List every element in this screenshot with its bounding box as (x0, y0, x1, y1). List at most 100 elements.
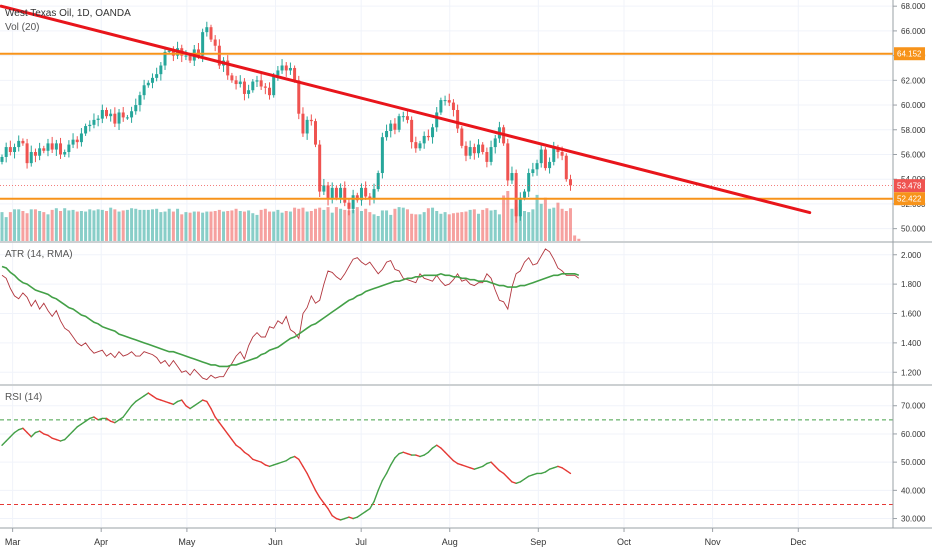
rsi-line-segment (327, 507, 333, 517)
rsi-line-segment (293, 455, 300, 461)
rsi-line-segment (452, 460, 459, 465)
candle-body (485, 152, 489, 162)
rsi-line-segment (18, 427, 24, 431)
volume-bar (67, 210, 71, 241)
rsi-line-segment (448, 455, 455, 462)
candle-body (92, 119, 96, 125)
trendline[interactable] (0, 4, 812, 215)
volume-bar (560, 208, 564, 241)
rsi-line-segment (164, 400, 170, 404)
rsi-line-segment (548, 467, 555, 470)
candle-body (67, 144, 71, 153)
candle-body (514, 173, 518, 217)
last-price-tag-text: 53.478 (897, 182, 922, 191)
candle-body (447, 100, 451, 103)
volume-bar (234, 208, 238, 241)
candle-body (464, 145, 468, 156)
candle-body (393, 123, 397, 130)
price-axis[interactable]: 50.00052.00054.00056.00058.00060.00062.0… (893, 2, 926, 524)
volume-bar (339, 208, 343, 241)
volume-bar (255, 214, 259, 241)
volume-bar (368, 212, 372, 241)
rsi-line-segment (105, 417, 112, 422)
candle-body (38, 148, 42, 156)
rsi-line-segment (252, 458, 258, 462)
candle-body (439, 100, 443, 113)
descending-trendline[interactable] (0, 4, 812, 215)
rsi-line-segment (519, 478, 526, 483)
atr-axis-tick-label: 1.400 (901, 339, 922, 348)
price-axis-tick-label: 62.000 (901, 76, 926, 85)
volume-bar (422, 212, 426, 241)
price-axis-tick-label: 50.000 (901, 225, 926, 234)
time-axis-label-apr: Apr (94, 537, 108, 547)
rsi-line-segment (118, 416, 124, 421)
rsi-pane[interactable]: RSI (14) (0, 392, 893, 521)
volume-bar (330, 212, 334, 241)
candle-body (385, 131, 389, 138)
volume-bar (376, 216, 380, 241)
horizontal-levels[interactable] (0, 52, 893, 200)
rsi-line-segment (277, 461, 283, 465)
candle-body (17, 140, 21, 148)
rsi-axis-tick-label: 50.000 (901, 458, 926, 467)
rsi-line-segment (26, 431, 32, 438)
rsi-line-segment (34, 430, 41, 434)
candle-body (109, 113, 113, 117)
candle-body (422, 135, 426, 144)
rsi-line-segment (176, 399, 183, 403)
volume-bar (502, 195, 506, 241)
volume-bar (222, 211, 226, 241)
time-axis[interactable]: Mar Apr May Jun Jul Aug Sep Oct Nov Dec (5, 528, 807, 547)
volume-bar (251, 213, 255, 241)
volume-bar (263, 208, 267, 241)
candle-body (443, 100, 447, 102)
rsi-line-segment (260, 461, 267, 466)
volume-bar (431, 207, 435, 241)
volume-bar (88, 209, 92, 241)
rsi-line-segment (381, 472, 388, 482)
candle-body (493, 138, 497, 148)
rsi-line-segment (436, 444, 442, 449)
volume-bar (372, 214, 376, 241)
rsi-line-segment (419, 454, 425, 458)
rsi-line-segment (68, 430, 74, 437)
candle-body (548, 161, 552, 169)
rsi-line-segment (206, 400, 212, 410)
support-price-tag-bg (894, 192, 925, 206)
rsi-line-segment (80, 420, 87, 425)
rsi-line-segment (122, 410, 129, 418)
candle-body (418, 143, 422, 149)
volume-bar (125, 209, 129, 241)
volume-bar (556, 202, 560, 241)
candle-body (322, 185, 326, 192)
rsi-line-segment (456, 462, 463, 466)
volume-bar (238, 211, 242, 241)
volume-bar (577, 238, 581, 241)
rsi-line-segment (306, 472, 313, 483)
pane-frames (0, 0, 932, 529)
time-axis-label-oct: Oct (617, 537, 632, 547)
candle-body (372, 189, 376, 199)
candlesticks (0, 21, 572, 223)
volume-bar (259, 209, 263, 241)
volume-bar (343, 209, 347, 241)
candle-body (167, 50, 171, 52)
candle-body (117, 112, 121, 124)
rsi-line-segment (385, 464, 392, 475)
candle-body (184, 55, 188, 57)
candle-body (431, 127, 435, 138)
candle-body (25, 143, 29, 164)
volume-bar (17, 209, 21, 241)
support-price-tag: 52.422 (894, 192, 925, 206)
rsi-line-segment (76, 423, 83, 428)
volume-bar (213, 211, 217, 241)
atr-pane[interactable]: ATR (14, RMA) (1, 248, 580, 381)
candle-body (527, 173, 531, 192)
volume-bar (217, 209, 221, 241)
candle-body (568, 179, 572, 186)
volume-bar (163, 211, 167, 241)
volume-bar (167, 208, 171, 241)
price-pane[interactable]: West Texas Oil, 1D, OANDA Vol (20) (0, 4, 893, 241)
